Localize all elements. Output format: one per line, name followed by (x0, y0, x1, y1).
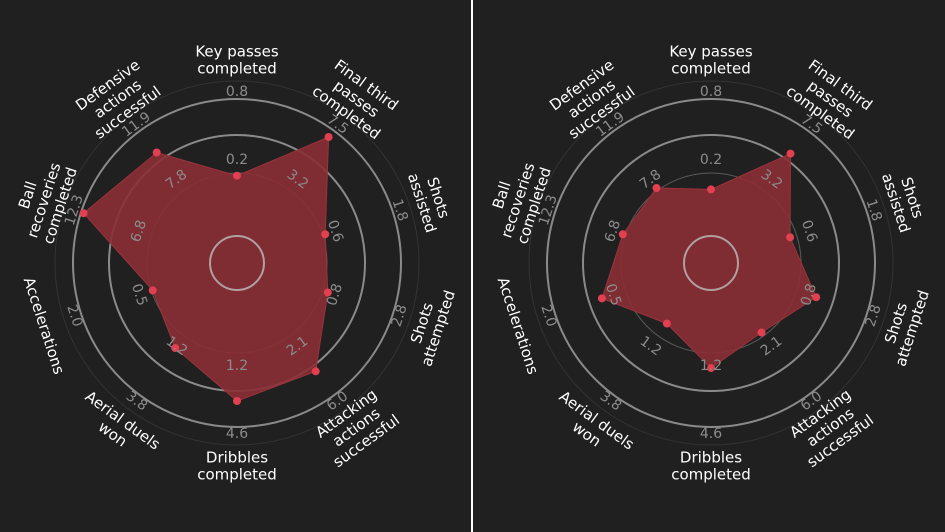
data-point (707, 364, 715, 373)
axis-label: Key passes completed (669, 43, 753, 78)
tick-label-inner: 0.2 (226, 152, 248, 168)
tick-label-inner: 1.2 (700, 358, 722, 374)
data-point (233, 397, 241, 405)
tick-label-outer: 4.6 (226, 426, 248, 442)
tick-label-outer: 1.8 (863, 197, 885, 223)
data-point (233, 171, 241, 180)
tick-label-outer: 4.6 (700, 426, 722, 442)
axis-label: Ballrecoveriescompleted (481, 154, 555, 246)
tick-label-inner: 0.6 (324, 218, 346, 244)
tick-label-inner: 6.8 (128, 218, 150, 244)
data-point (148, 286, 157, 295)
data-point (707, 185, 715, 194)
grid-ring-inner (209, 235, 265, 291)
data-point (618, 230, 627, 239)
tick-label-inner: 0.8 (798, 282, 820, 308)
tick-label-inner: 1.2 (226, 358, 248, 374)
tick-label-inner: 0.5 (602, 282, 624, 308)
axis-label-line: completed (671, 60, 751, 78)
tick-label-inner: 6.8 (602, 218, 624, 244)
tick-label-outer: 2.0 (63, 303, 85, 329)
grid-ring-upper (582, 134, 840, 392)
tick-label-outer: 0.8 (226, 84, 248, 100)
tick-label-inner: 0.5 (128, 282, 150, 308)
axis-label: Dribbles completed (197, 449, 277, 484)
axis-label-line: completed (197, 466, 277, 484)
tick-label-outer: 1.8 (389, 197, 411, 223)
axis-label-line: completed (671, 466, 751, 484)
tick-label-outer: 2.8 (389, 303, 411, 329)
data-point (323, 288, 332, 297)
data-point (757, 328, 766, 337)
data-point (812, 293, 821, 302)
data-point (311, 367, 320, 376)
radar-panel-2: 0.23.20.60.82.11.21.20.56.87.80.87.51.82… (473, 0, 945, 532)
axis-label-line: Key passes (669, 43, 753, 61)
grid-ring-inner (683, 235, 739, 291)
axis-label-line: Dribbles (680, 449, 742, 467)
radar-panel-1: 0.23.20.60.82.11.21.20.56.87.80.87.51.82… (0, 0, 471, 532)
grid-ring-faint (528, 80, 894, 446)
grid-ring-faint (54, 80, 420, 446)
axis-label-line: Key passes (195, 43, 279, 61)
data-point (152, 148, 161, 157)
axis-label: Key passes completed (195, 43, 279, 78)
axis-label: Dribbles completed (671, 449, 751, 484)
data-point (662, 319, 671, 328)
axis-label-line: Dribbles (206, 449, 268, 467)
tick-label-inner: 0.2 (700, 152, 722, 168)
tick-label-inner: 0.6 (798, 218, 820, 244)
data-point (652, 184, 661, 192)
data-point (171, 344, 180, 352)
data-point (324, 133, 333, 141)
data-point (321, 230, 330, 239)
axis-label-line: completed (197, 60, 277, 78)
data-point (597, 294, 606, 303)
tick-label-outer: 2.8 (863, 303, 885, 329)
data-point (786, 149, 795, 158)
data-point (786, 233, 795, 242)
grid-ring-outer (546, 98, 876, 428)
data-point (79, 209, 88, 218)
tick-label-outer: 2.0 (537, 303, 559, 329)
tick-label-inner: 0.8 (324, 282, 346, 308)
grid-ring-outer (72, 98, 402, 428)
tick-label-outer: 0.8 (700, 84, 722, 100)
